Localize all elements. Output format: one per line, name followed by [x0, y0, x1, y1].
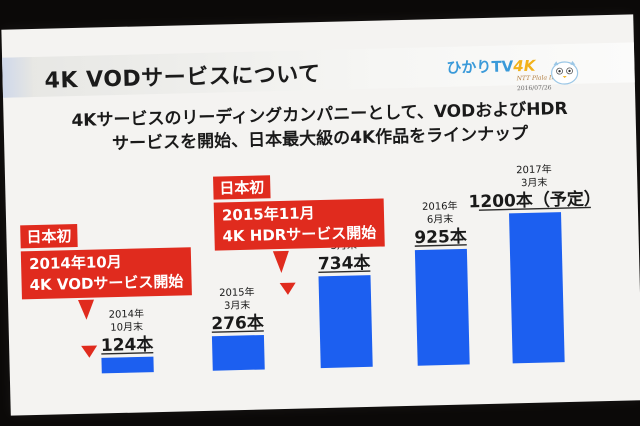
arrow-down-icon-1 [81, 345, 98, 358]
bar-1 [101, 356, 154, 374]
month-label-5: 3月末 [521, 175, 548, 189]
mascot-icon [551, 60, 579, 85]
value-label-3: 734本 [318, 252, 371, 274]
value-label-4: 925本 [414, 226, 467, 248]
year-label-4: 2016年 [422, 199, 458, 213]
callout-2-box: 2015年11月 4K HDRサービス開始 [213, 198, 385, 251]
year-label-1: 2014年 [108, 307, 144, 321]
callout-1-line2: 4K VODサービス開始 [29, 272, 184, 295]
month-label-2: 3月末 [224, 298, 251, 312]
bar-2 [211, 334, 265, 371]
value-underline-1 [101, 351, 154, 355]
month-label-4: 6月末 [427, 212, 454, 226]
year-label-2: 2015年 [219, 285, 255, 299]
callout-1-pointer [78, 299, 94, 320]
value-label-2: 276本 [211, 312, 264, 334]
callout-2-tag: 日本初 [213, 175, 271, 200]
bar-5 [509, 212, 565, 364]
callout-2-line2: 4K HDRサービス開始 [222, 223, 377, 246]
value-label-1: 124本 [101, 334, 154, 356]
value-underline-3 [318, 270, 371, 274]
presentation-slide: 4K VODサービスについて ひかりTV4K NTT Plala Inc. 20… [1, 14, 640, 416]
year-label-5: 2017年 [516, 162, 552, 176]
value-underline-4 [414, 244, 467, 247]
callout-1-box: 2014年10月 4K VODサービス開始 [20, 247, 192, 300]
month-label-1: 10月末 [110, 320, 143, 334]
callout-2-pointer [272, 250, 289, 274]
value-underline-5 [478, 206, 591, 211]
arrow-down-icon-2 [279, 282, 296, 295]
value-underline-2 [211, 330, 264, 333]
bar-3 [318, 275, 373, 369]
bar-4 [414, 248, 470, 366]
callout-1-tag: 日本初 [20, 223, 78, 249]
